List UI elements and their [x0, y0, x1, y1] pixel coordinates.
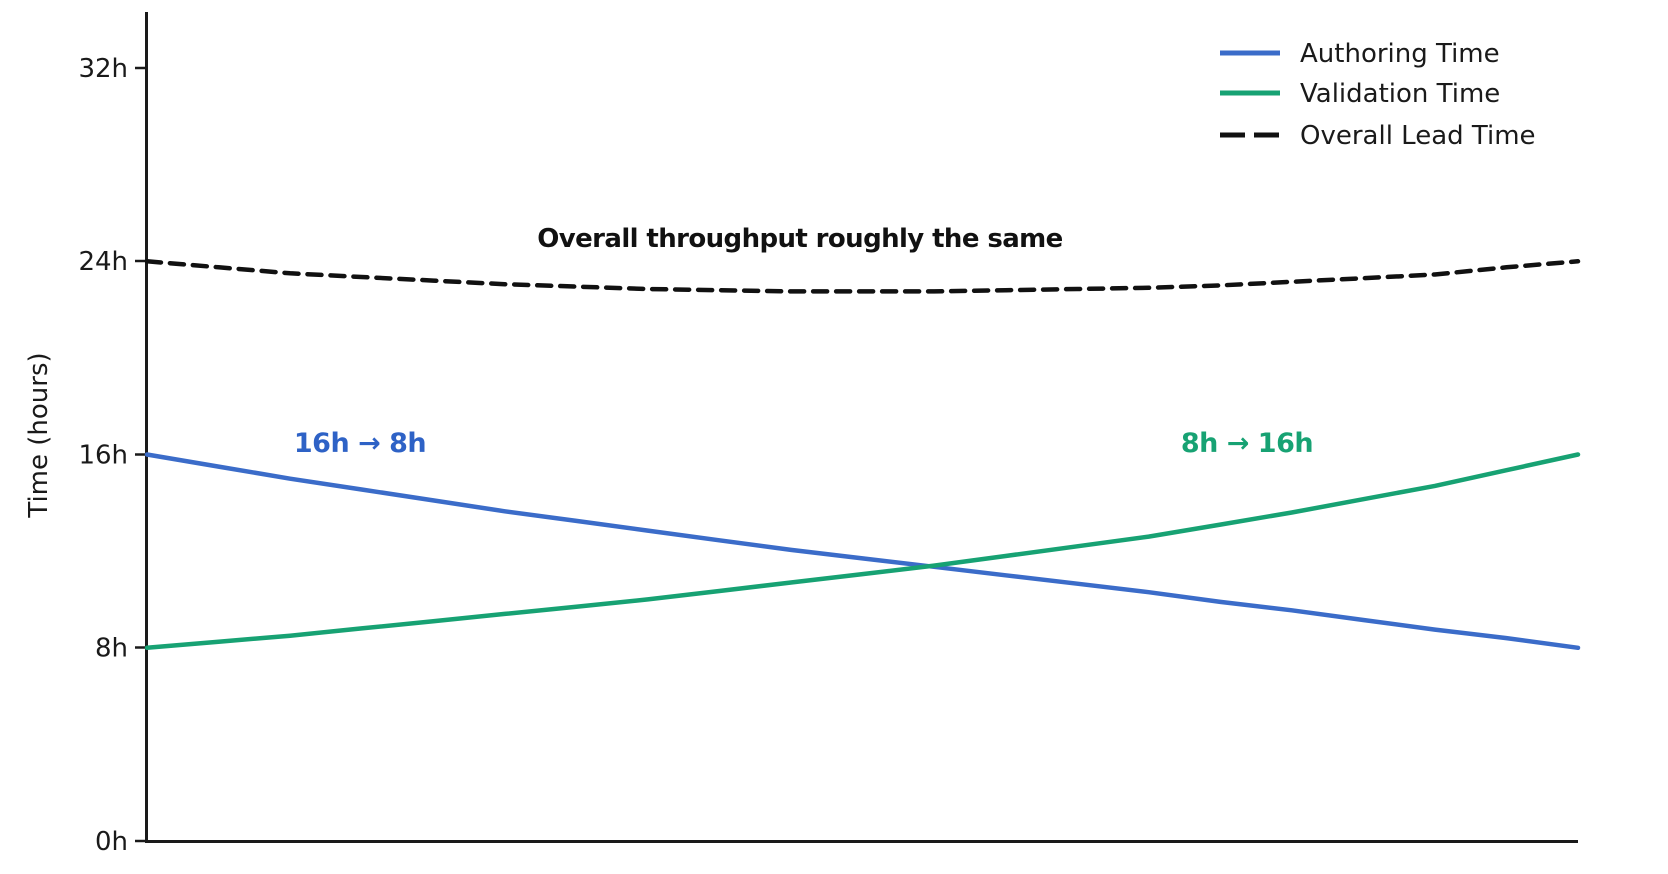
annotation-overall-throughput: Overall throughput roughly the same — [537, 224, 1062, 254]
y-tick-labels: 32h 24h 16h 8h 0h — [78, 54, 128, 857]
series-line-lead — [144, 259, 1581, 294]
y-tick-label-24h: 24h — [78, 247, 128, 277]
plot-lines — [144, 259, 1581, 651]
legend-label-authoring: Authoring Time — [1300, 39, 1500, 69]
y-tick-label-16h: 16h — [78, 441, 128, 471]
y-tick-marks — [135, 66, 147, 843]
legend-item-lead: Overall Lead Time — [1220, 121, 1536, 151]
axes: 32h 24h 16h 8h 0h Time (hours) — [24, 12, 1578, 857]
legend-item-authoring: Authoring Time — [1220, 39, 1500, 69]
legend-label-validation: Validation Time — [1300, 79, 1500, 109]
series-line-validation — [144, 452, 1581, 651]
y-tick-label-8h: 8h — [95, 634, 128, 664]
legend: Authoring Time Validation Time Overall L… — [1220, 39, 1536, 151]
annotation-authoring-change: 16h → 8h — [294, 428, 426, 459]
legend-item-validation: Validation Time — [1220, 79, 1500, 109]
legend-label-lead: Overall Lead Time — [1300, 121, 1536, 151]
annotation-validation-change: 8h → 16h — [1181, 428, 1313, 459]
y-tick-label-0h: 0h — [95, 827, 128, 857]
annotations: Overall throughput roughly the same 16h … — [294, 224, 1314, 459]
y-tick-label-32h: 32h — [78, 54, 128, 84]
series-line-authoring — [144, 452, 1581, 651]
y-axis-title: Time (hours) — [24, 352, 54, 518]
